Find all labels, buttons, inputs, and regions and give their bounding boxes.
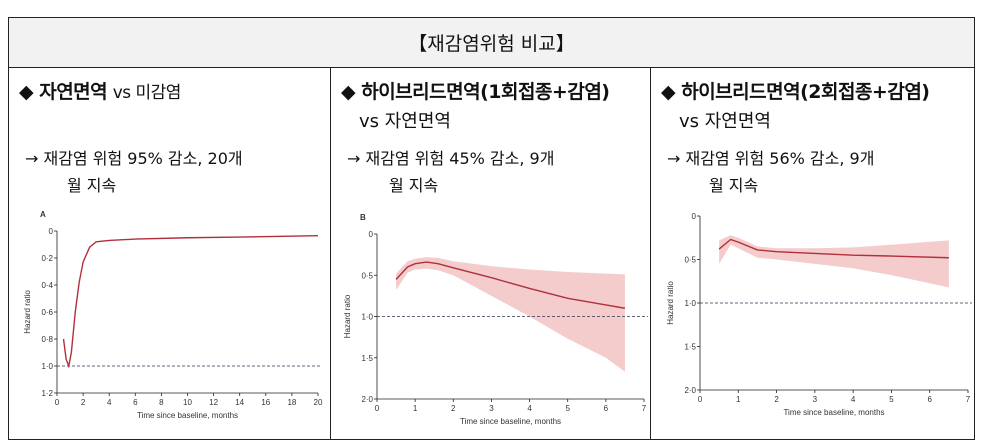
- y-tick-label: 2·0: [684, 386, 696, 395]
- hazard-ratio-line: [395, 261, 626, 309]
- column-result: → 재감염 위험 45% 감소, 9개 월 지속: [347, 149, 555, 195]
- y-tick-label: 1·0: [41, 362, 53, 371]
- x-tick-label: 7: [966, 395, 971, 404]
- x-tick-label: 1: [413, 404, 418, 413]
- x-tick-label: 0: [375, 404, 380, 413]
- y-tick-label: 1·0: [361, 313, 373, 322]
- column-natural-immunity: ◆ 자연면역 vs 미감염 → 재감염 위험 95% 감소, 20개 월 지속: [9, 67, 331, 439]
- panel-label: B: [360, 213, 366, 222]
- x-tick-label: 6: [927, 395, 932, 404]
- column-hybrid-1dose: ◆ 하이브리드면역(1회접종+감염) vs 자연면역 → 재감염 위험 45% …: [331, 67, 651, 439]
- column-vs: vs 자연면역: [359, 111, 451, 132]
- x-tick-label: 4: [527, 404, 532, 413]
- y-tick-label: 0: [369, 230, 374, 239]
- x-tick-label: 4: [107, 398, 112, 407]
- panel-label: A: [40, 210, 46, 219]
- column-vs: vs 자연면역: [679, 111, 771, 132]
- column-result: → 재감염 위험 95% 감소, 20개 월 지속: [25, 149, 243, 195]
- confidence-band: [396, 257, 625, 372]
- hazard-ratio-line: [718, 238, 949, 259]
- y-tick-label: 1·0: [684, 299, 696, 308]
- x-tick-label: 20: [314, 398, 323, 407]
- column-vs: vs 미감염: [112, 83, 182, 103]
- y-tick-label: 0·2: [41, 254, 53, 263]
- x-tick-label: 3: [489, 404, 494, 413]
- x-tick-label: 8: [159, 398, 164, 407]
- y-axis-label: Hazard ratio: [343, 294, 352, 338]
- column-result: → 재감염 위험 56% 감소, 9개 월 지속: [667, 149, 875, 195]
- y-axis-label: Hazard ratio: [666, 281, 675, 325]
- y-tick-label: 0·5: [361, 271, 373, 280]
- y-tick-label: 1·5: [361, 354, 373, 363]
- column-hybrid-2dose: ◆ 하이브리드면역(2회접종+감염) vs 자연면역 → 재감염 위험 56% …: [651, 67, 974, 439]
- column-heading: ◆ 하이브리드면역(2회접종+감염): [661, 81, 930, 103]
- confidence-band: [719, 235, 949, 288]
- y-tick-label: 0·6: [41, 308, 53, 317]
- x-tick-label: 7: [642, 404, 647, 413]
- x-tick-label: 0: [55, 398, 60, 407]
- x-tick-label: 5: [889, 395, 894, 404]
- x-tick-label: 3: [813, 395, 818, 404]
- y-tick-label: 0·4: [41, 281, 53, 290]
- y-tick-label: 0·5: [684, 256, 696, 265]
- x-tick-label: 2: [81, 398, 86, 407]
- x-tick-label: 10: [183, 398, 192, 407]
- y-axis-label: Hazard ratio: [23, 290, 32, 334]
- x-tick-label: 2: [451, 404, 456, 413]
- x-tick-label: 4: [851, 395, 856, 404]
- x-tick-label: 14: [235, 398, 244, 407]
- x-tick-label: 1: [736, 395, 741, 404]
- y-tick-label: 2·0: [361, 395, 373, 404]
- x-tick-label: 16: [261, 398, 270, 407]
- y-tick-label: 0: [692, 212, 697, 221]
- table-title: 【재감염위험 비교】: [9, 18, 974, 68]
- y-tick-label: 1·5: [684, 343, 696, 352]
- comparison-table: 【재감염위험 비교】 ◆ 자연면역 vs 미감염 → 재감염 위험 95% 감소…: [8, 17, 975, 440]
- column-heading: ◆ 자연면역: [19, 81, 108, 103]
- x-axis-label: Time since baseline, months: [783, 408, 884, 417]
- x-tick-label: 6: [133, 398, 138, 407]
- x-tick-label: 18: [287, 398, 296, 407]
- x-axis-label: Time since baseline, months: [460, 417, 561, 426]
- y-tick-label: 1·2: [41, 389, 53, 398]
- y-tick-label: 0·8: [41, 335, 53, 344]
- y-tick-label: 0: [49, 227, 54, 236]
- hazard-ratio-line: [62, 235, 319, 369]
- column-heading: ◆ 하이브리드면역(1회접종+감염): [341, 81, 610, 103]
- x-tick-label: 2: [774, 395, 779, 404]
- x-tick-label: 0: [698, 395, 703, 404]
- x-axis-label: Time since baseline, months: [137, 411, 238, 420]
- x-tick-label: 6: [604, 404, 609, 413]
- x-tick-label: 12: [209, 398, 218, 407]
- x-tick-label: 5: [565, 404, 570, 413]
